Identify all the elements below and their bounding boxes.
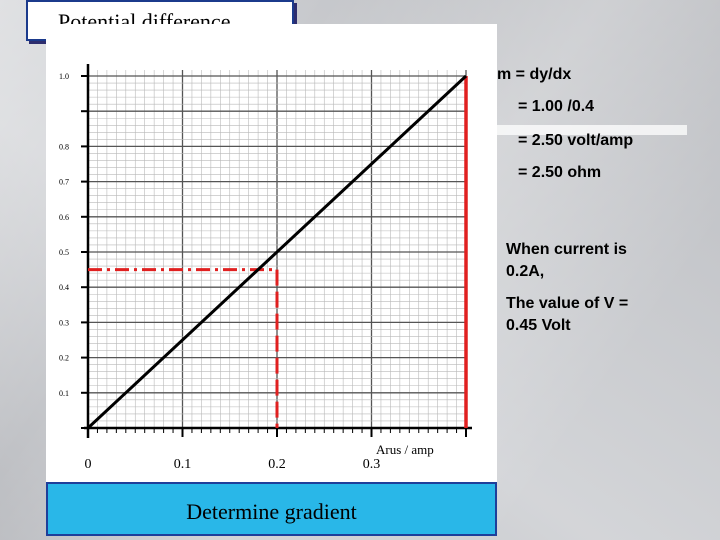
chart-axes bbox=[81, 64, 472, 438]
y-tick-label: 0.3 bbox=[59, 318, 69, 327]
y-tick-label: 0.6 bbox=[59, 213, 69, 222]
chart-grid bbox=[87, 70, 467, 429]
note-voltage: The value of V = 0.45 Volt bbox=[506, 295, 629, 334]
x-axis-label: Arus / amp bbox=[376, 442, 434, 457]
y-tick-label: 0.7 bbox=[59, 178, 69, 187]
y-tick-label: 0.2 bbox=[59, 354, 69, 363]
chart: 0 0.1 0.2 0.3 0.1 0.2 0.3 0.4 0.5 0.6 0.7 0.8 1.0 Ar… bbox=[59, 64, 472, 472]
x-tick-label: 0 bbox=[85, 457, 92, 472]
y-tick-label: 0.5 bbox=[59, 248, 69, 257]
highlight-bar bbox=[497, 125, 687, 135]
y-tick-label: 0.8 bbox=[59, 142, 69, 151]
calc-line-1: m = dy/dx bbox=[497, 66, 572, 83]
chart-annotations bbox=[88, 76, 468, 428]
x-tick-label: 0.3 bbox=[363, 457, 381, 472]
calc-line-2: = 1.00 /0.4 bbox=[518, 98, 595, 115]
caption-text: Determine gradient bbox=[186, 499, 357, 524]
calc-line-4: = 2.50 ohm bbox=[518, 164, 602, 181]
y-tick-label: 0.4 bbox=[59, 283, 69, 292]
graph-panel: 0 0.1 0.2 0.3 0.1 0.2 0.3 0.4 0.5 0.6 0.7 0.8 1.0 Ar… bbox=[46, 24, 497, 518]
y-tick-label: 0.1 bbox=[59, 389, 69, 398]
calc-line-3: = 2.50 volt/amp bbox=[518, 132, 634, 149]
note-current: When current is 0.2A, bbox=[506, 241, 627, 280]
series-line bbox=[86, 74, 468, 430]
caption-box: Determine gradient bbox=[46, 482, 497, 536]
chart-series bbox=[86, 74, 468, 430]
x-tick-label: 0.2 bbox=[268, 457, 286, 472]
x-tick-label: 0.1 bbox=[174, 457, 192, 472]
y-tick-label: 1.0 bbox=[59, 72, 69, 81]
chart-tick-labels: 0 0.1 0.2 0.3 0.1 0.2 0.3 0.4 0.5 0.6 0.7 0.8 1.0 bbox=[59, 72, 380, 472]
